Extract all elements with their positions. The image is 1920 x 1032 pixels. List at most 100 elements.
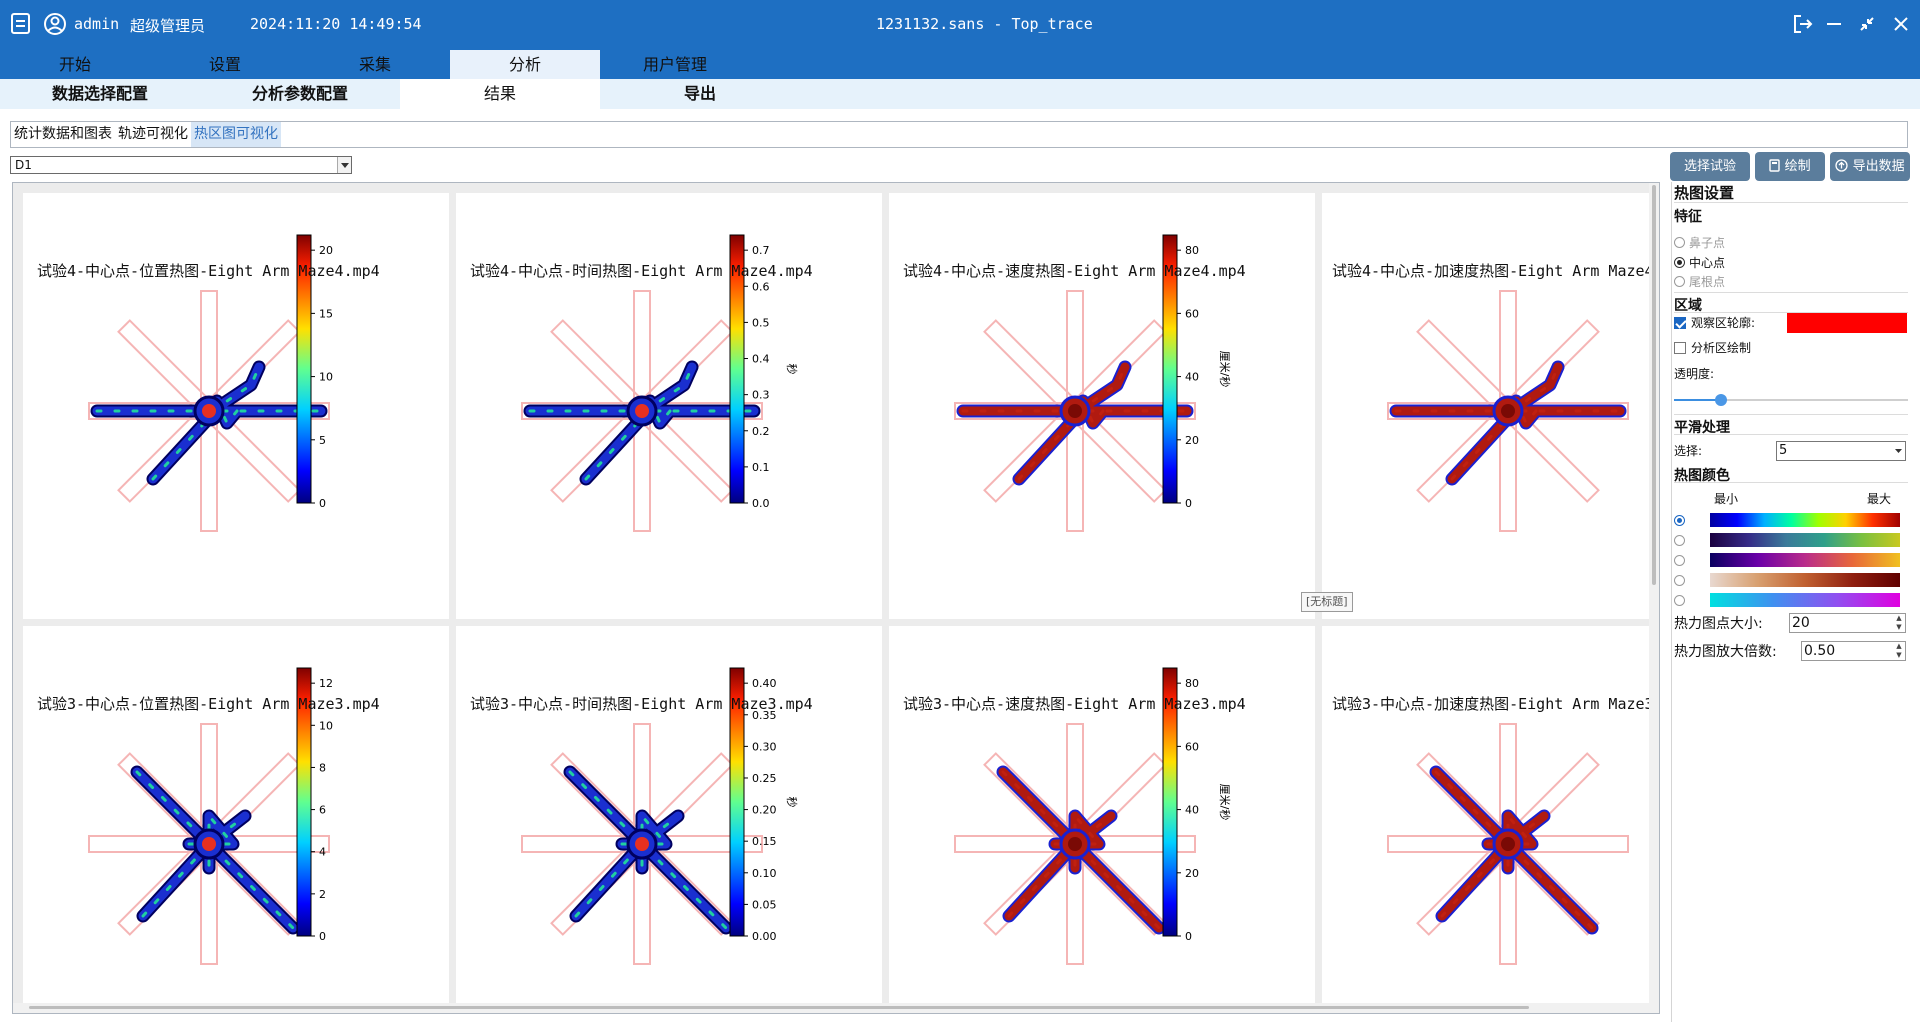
colorbar-tick-label: 10 (319, 719, 333, 732)
contour-color-swatch[interactable] (1787, 313, 1907, 333)
heatmap-panel: 0 2 4 6 8 10 12 试验3-中心点-位置热图-Eight Arm Maze3.m… (23, 626, 449, 1013)
smoothing-section-label: 平滑处理 (1674, 420, 1730, 436)
heatmap-title: 试验3-中心点-位置热图-Eight Arm Maze3.mp4 (37, 695, 380, 713)
horizontal-scrollbar[interactable] (13, 1003, 1649, 1013)
radio-icon (1674, 535, 1685, 546)
heatmap-figure (1387, 723, 1629, 965)
select-trial-button[interactable]: 选择试验 (1670, 152, 1750, 181)
heat-trace (130, 765, 300, 935)
colorbar-tick-label: 0.0 (752, 497, 770, 510)
smoothing-select[interactable]: 5 (1776, 441, 1906, 461)
colorbar-unit: 秒 (785, 364, 799, 375)
tab-analysis[interactable]: 分析 (450, 50, 600, 79)
heatmap-figure: 0 20 40 60 80 厘米/秒 (954, 667, 1232, 965)
heatmap-settings-panel: 热图设置 特征 鼻子点 中心点 尾根点 区域 观察区轮廓: 分析区绘制 透明度:… (1671, 182, 1909, 1022)
subtab-analysis-params[interactable]: 分析参数配置 (251, 84, 348, 103)
heat-trace-spots (141, 814, 247, 918)
tab-settings[interactable]: 设置 (208, 55, 241, 74)
dataset-select[interactable]: D1 (10, 156, 352, 174)
smoothing-select-value: 5 (1779, 443, 1788, 458)
subtab-data-select[interactable]: 数据选择配置 (51, 84, 148, 103)
heat-trace (90, 360, 328, 486)
logout-icon[interactable] (1789, 10, 1817, 38)
heat-trace (996, 765, 1166, 935)
colormap-cool-radio[interactable] (1674, 593, 1689, 609)
tab-user-management[interactable]: 用户管理 (642, 55, 707, 74)
opacity-label: 透明度: (1674, 367, 1715, 381)
heat-trace (1429, 765, 1599, 935)
feature-center-label: 中心点 (1689, 256, 1726, 270)
heatmap-title: 试验3-中心点-加速度热图-Eight Arm Maze3.mp4 (1332, 695, 1660, 713)
radio-icon (1674, 257, 1685, 268)
colorbar (1162, 667, 1178, 937)
heat-hotspot (1068, 404, 1082, 418)
colorbar-tick-label: 0.25 (752, 772, 777, 785)
opacity-slider-handle[interactable] (1714, 394, 1727, 406)
colormap-viridis-radio[interactable] (1674, 533, 1689, 549)
colormap-copper-radio[interactable] (1674, 573, 1689, 589)
colormap-plasma-swatch[interactable] (1710, 553, 1900, 567)
colormap-viridis-swatch[interactable] (1710, 533, 1900, 547)
feature-center-radio[interactable]: 中心点 (1674, 255, 1725, 271)
heat-hotspot (635, 837, 649, 851)
opacity-slider-fill (1674, 399, 1721, 401)
heatmap-panel: 0 5 10 15 20 试验4-中心点-位置热图-Eight Arm Maze4.mp… (23, 193, 449, 619)
export-data-button[interactable]: 导出数据 (1830, 152, 1910, 181)
colorbar-tick-label: 0.1 (752, 461, 770, 474)
spinner-arrows-icon[interactable]: ▲ ▼ (1896, 642, 1902, 659)
colorbar-tick-label: 0.05 (752, 898, 777, 911)
chevron-down-icon[interactable] (337, 157, 351, 173)
colorbar-tick-label: 20 (1185, 867, 1199, 880)
point-size-spinner[interactable]: 20 ▲ ▼ (1789, 613, 1906, 633)
region-section-label: 区域 (1674, 298, 1702, 314)
feature-nose-radio[interactable]: 鼻子点 (1674, 235, 1725, 251)
heat-trace-spots (574, 814, 680, 918)
colormap-cool-swatch[interactable] (1710, 593, 1900, 607)
viewtab-heatmap[interactable]: 热区图可视化 (191, 122, 281, 147)
heatmap-grid: 0 5 10 15 20 试验4-中心点-位置热图-Eight Arm Maze4.mp… (12, 182, 1660, 1014)
draw-button[interactable]: 绘制 (1755, 152, 1825, 181)
heatmap-title: 试验3-中心点-时间热图-Eight Arm Maze3.mp4 (470, 695, 813, 713)
radio-icon (1674, 555, 1685, 566)
heatmap-title: 试验4-中心点-时间热图-Eight Arm Maze4.mp4 (470, 262, 813, 280)
colorbar-unit: 厘米/秒 (1218, 351, 1232, 388)
close-icon[interactable] (1887, 10, 1915, 38)
heatmap-panel: 0.0 0.1 0.2 0.3 0.4 0.5 0.6 0.7 秒 试验4-中心点-时间热图-E… (456, 193, 882, 619)
opacity-slider[interactable] (1674, 394, 1908, 406)
viewtab-stats[interactable]: 统计数据和图表 (14, 126, 112, 142)
tab-acquire[interactable]: 采集 (358, 55, 391, 74)
colormap-jet-radio[interactable] (1674, 513, 1689, 529)
colormap-plasma-radio[interactable] (1674, 553, 1689, 569)
colorbar (729, 667, 745, 937)
minimize-icon[interactable] (1820, 10, 1848, 38)
feature-tail-label: 尾根点 (1689, 275, 1726, 289)
colormap-copper-swatch[interactable] (1710, 573, 1900, 587)
viewtab-trajectory[interactable]: 轨迹可视化 (118, 126, 188, 142)
tab-start[interactable]: 开始 (58, 55, 91, 74)
analysis-region-checkbox[interactable]: 分析区绘制 (1674, 340, 1751, 356)
restore-icon[interactable] (1853, 10, 1881, 38)
vertical-scrollbar[interactable] (1649, 183, 1659, 1013)
observe-contour-checkbox[interactable]: 观察区轮廓: (1674, 315, 1755, 331)
user-icon[interactable] (43, 12, 67, 40)
observe-contour-label: 观察区轮廓: (1691, 316, 1756, 330)
subtab-export[interactable]: 导出 (683, 84, 716, 103)
radio-icon (1674, 237, 1685, 248)
user-role: 超级管理员 (130, 17, 206, 35)
main-tab-bar: 开始 设置 采集 分析 用户管理 (0, 50, 1920, 79)
colorbar-tick-label: 40 (1185, 371, 1199, 384)
chevron-down-icon[interactable] (1892, 442, 1905, 460)
heat-trace-spots (648, 399, 672, 426)
zoom-spinner[interactable]: 0.50 ▲ ▼ (1801, 641, 1906, 661)
spinner-arrows-icon[interactable]: ▲ ▼ (1896, 614, 1902, 631)
save-icon[interactable] (10, 12, 32, 40)
heatmap-figure: 0 5 10 15 20 (88, 234, 333, 532)
colorbar-tick-label: 4 (319, 846, 326, 859)
colorbar-tick-label: 20 (1185, 434, 1199, 447)
subtab-results[interactable]: 结果 (400, 79, 600, 109)
colormap-jet-swatch[interactable] (1710, 513, 1900, 527)
feature-tail-radio[interactable]: 尾根点 (1674, 274, 1725, 290)
heatmap-title: 试验4-中心点-速度热图-Eight Arm Maze4.mp4 (903, 262, 1246, 280)
calculator-icon (1769, 159, 1784, 174)
settings-title: 热图设置 (1674, 184, 1735, 202)
